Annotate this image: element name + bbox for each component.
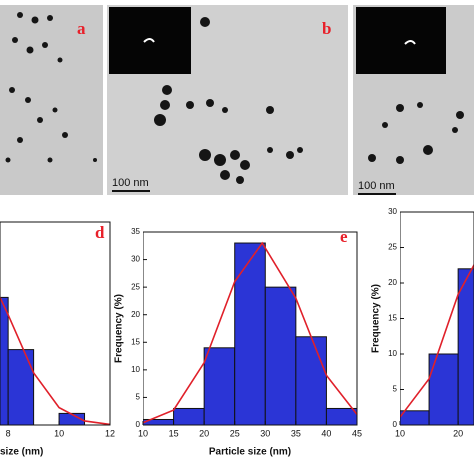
scale-bar <box>112 190 150 192</box>
y-tick-label: 20 <box>131 310 140 319</box>
x-tick-label: 10 <box>54 428 64 438</box>
y-tick-label: 5 <box>393 385 398 394</box>
bar <box>234 242 266 426</box>
x-tick-label: 15 <box>169 428 179 438</box>
fit-curve <box>0 297 111 426</box>
bar <box>457 268 474 426</box>
x-tick-label: 40 <box>321 428 331 438</box>
x-tick-label: 12 <box>105 428 115 438</box>
axes-frame <box>400 211 474 426</box>
x-axis-label: size (nm) <box>0 447 43 458</box>
panel-label: a <box>77 19 86 38</box>
diffraction <box>404 40 416 45</box>
bar <box>295 336 327 426</box>
x-tick-label: 45 <box>352 428 362 438</box>
x-tick-label: 10 <box>395 428 405 438</box>
x-tick-label: 8 <box>6 428 11 438</box>
y-tick-label: 30 <box>388 207 397 216</box>
inset-b <box>109 7 191 74</box>
bar <box>325 407 358 426</box>
tem-images: a b 100 nm 100 nm <box>0 5 474 195</box>
scale-label: 100 nm <box>358 180 395 192</box>
y-tick-label: 35 <box>131 227 140 236</box>
y-tick-label: 10 <box>131 365 140 374</box>
x-tick-label: 25 <box>230 428 240 438</box>
plot <box>0 221 111 426</box>
bar <box>264 286 297 426</box>
particles <box>5 12 464 184</box>
bar <box>400 410 430 426</box>
y-tick-label: 0 <box>136 420 141 429</box>
bar <box>173 407 205 426</box>
x-tick-label: 20 <box>453 428 463 438</box>
y-axis-label: Frequency (%) <box>114 294 125 363</box>
y-tick-label: 0 <box>393 420 398 429</box>
plot <box>400 211 474 426</box>
panel-label: d <box>95 223 105 242</box>
bar <box>203 347 236 426</box>
inset-c <box>356 7 446 74</box>
panel-label: b <box>322 19 331 38</box>
y-tick-label: 15 <box>388 314 397 323</box>
fit-curve <box>143 241 358 424</box>
y-tick-label: 20 <box>388 278 397 287</box>
axes-frame <box>0 221 111 426</box>
plot <box>143 231 358 426</box>
scale-bar <box>358 193 396 195</box>
y-tick-label: 25 <box>131 282 140 291</box>
x-axis-label: Particle size (nm) <box>209 447 291 458</box>
scale-label: 100 nm <box>112 177 149 189</box>
y-tick-label: 15 <box>131 337 140 346</box>
panel-label: e <box>340 227 348 246</box>
diffraction <box>143 38 155 43</box>
y-tick-label: 10 <box>388 349 397 358</box>
x-tick-label: 10 <box>138 428 148 438</box>
tem-a <box>0 5 103 195</box>
y-tick-label: 25 <box>388 243 397 252</box>
y-tick-label: 30 <box>131 255 140 264</box>
bar <box>0 296 9 426</box>
y-axis-label: Frequency (%) <box>371 284 382 353</box>
bar <box>7 349 35 426</box>
y-tick-label: 5 <box>136 393 141 402</box>
x-tick-label: 30 <box>260 428 270 438</box>
x-tick-label: 20 <box>199 428 209 438</box>
axes-frame <box>143 231 358 426</box>
x-tick-label: 35 <box>291 428 301 438</box>
fit-curve <box>400 263 474 418</box>
